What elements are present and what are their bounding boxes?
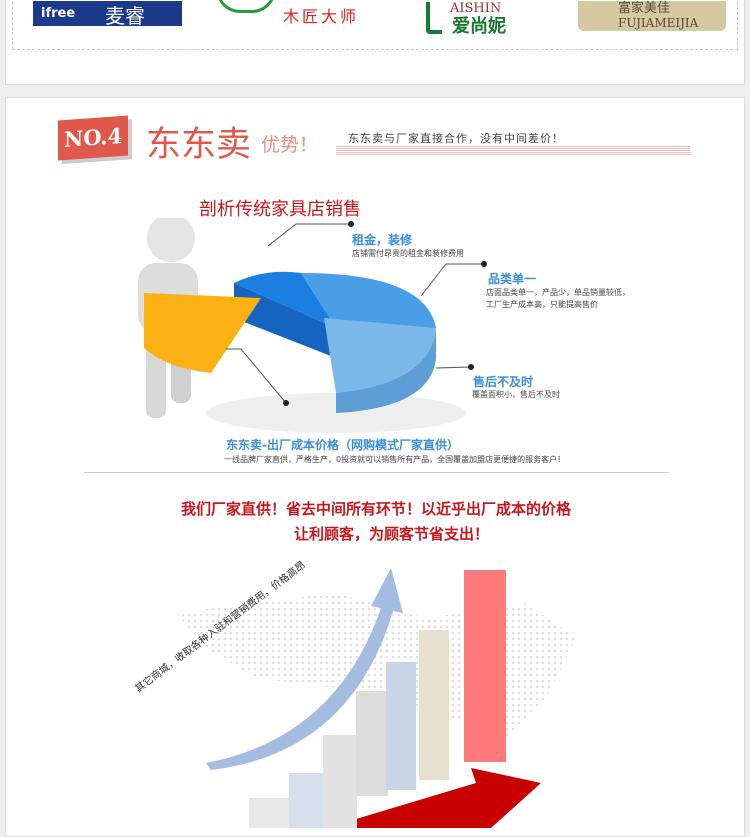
section-title: 东东卖 — [146, 125, 252, 165]
callout-title: 租金，装修 — [352, 233, 413, 247]
pie-slice-rent — [234, 283, 336, 358]
brand-logos-frame — [12, 0, 738, 50]
brand-logo-aishin[interactable]: AISHIN 爱尚妮 — [426, 2, 536, 40]
leader-line — [435, 366, 472, 369]
advantage-panel: NO.4 东东卖 优势！ 东东卖与厂家直接合作，没有中间差价！ 剖析传统家具店销… — [5, 97, 745, 837]
brand-logos-panel: ifree 麦睿 木匠大师 AISHIN 爱尚妮 富家美佳 FUJIAMEIJI… — [5, 0, 745, 85]
callout-desc: 一线品牌厂家直供，严格生产，0投资就可以销售所有产品，全国覆盖加盟店更便捷的服务… — [224, 455, 566, 464]
bar — [419, 630, 449, 780]
bar — [464, 570, 506, 762]
section-tagline: 东东卖与厂家直接合作，没有中间差价！ — [348, 132, 564, 145]
bar — [323, 735, 357, 828]
brand-logo-ifree[interactable]: ifree 麦睿 — [33, 1, 182, 28]
analysis-heading: 剖析传统家具店销售 — [199, 199, 361, 220]
pie-slice-rent-top — [234, 271, 336, 328]
leader-line — [267, 223, 351, 247]
divider — [84, 472, 669, 473]
growth-illustration — [176, 568, 576, 828]
blue-arrow — [206, 568, 403, 770]
red-arrow — [326, 768, 541, 828]
callout-desc: 店面品类单一，产品少，单品销量较低， — [486, 288, 630, 297]
pie-slice-dongdongmai — [144, 293, 261, 373]
bar — [386, 662, 416, 790]
leader-line — [226, 348, 287, 404]
person-head — [147, 218, 195, 262]
pie-slice-aftersales — [324, 318, 436, 393]
brand-logo-fujiameijia[interactable]: 富家美佳 FUJIAMEIJIA — [578, 1, 726, 31]
callout-title: 品类单一 — [488, 272, 537, 286]
bar — [289, 773, 327, 828]
section-title-suffix: 优势！ — [261, 134, 319, 156]
tagline-stripes — [336, 146, 690, 155]
brand-logo-mujiang[interactable]: 木匠大师 — [211, 0, 361, 26]
bar-group — [249, 570, 506, 828]
slogan-line: 我们厂家直供！省去中间所有环节！以近乎出厂成本的价格 — [181, 500, 572, 518]
callout-desc: 店铺需付昂贵的租金和装修费用 — [352, 249, 464, 258]
pie-illustration — [138, 218, 487, 433]
leader-line — [420, 263, 484, 297]
bar — [356, 691, 388, 796]
logo-l-mark — [426, 2, 442, 34]
slogan-line: 让利顾客，为顾客节省支出！ — [294, 525, 490, 543]
callout-desc: 覆盖面积小，售后不及时 — [472, 390, 560, 399]
no4-badge: NO.4 — [58, 115, 128, 161]
callout-title: 东东卖-出厂成本价格（网购模式厂家直供） — [226, 438, 459, 452]
logo-emblem — [216, 0, 276, 13]
pie-slice-category — [301, 273, 436, 328]
pie-slice-aftersales-side — [336, 328, 436, 413]
bar — [249, 798, 289, 828]
callout-desc: 工厂生产成本高，只能提高售价 — [486, 300, 598, 309]
callout-title: 售后不及时 — [473, 375, 534, 389]
